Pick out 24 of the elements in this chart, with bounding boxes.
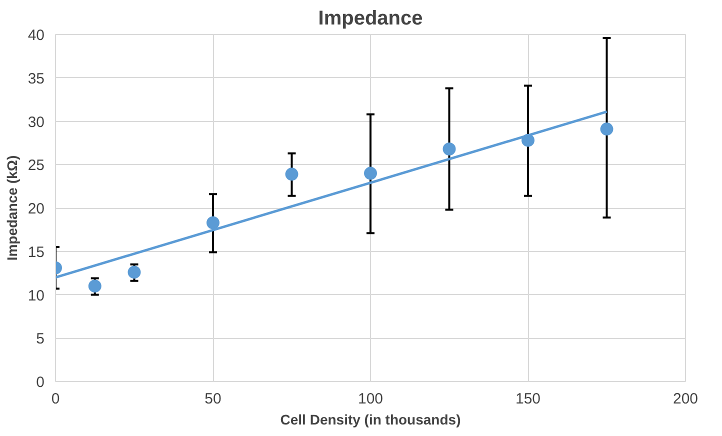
point [285, 168, 298, 181]
y-tick-label: 35 [28, 70, 45, 88]
point [442, 142, 456, 156]
point [600, 122, 614, 136]
y-tick-label: 5 [36, 330, 44, 348]
x-tick-label: 100 [358, 390, 384, 408]
y-tick-label: 20 [28, 200, 45, 218]
y-tick-label: 25 [28, 157, 45, 174]
y-tick-label: 0 [36, 374, 44, 391]
x-tick-label: 50 [204, 390, 222, 408]
point [128, 266, 141, 279]
x-axis-title: Cell Density (in thousands) [280, 412, 461, 428]
x-tick-label: 200 [672, 390, 698, 408]
y-axis-title: Impedance (kΩ) [4, 155, 20, 261]
point [364, 166, 377, 180]
y-tick-label: 10 [28, 287, 45, 304]
point [206, 216, 220, 230]
y-tick-label: 30 [28, 114, 45, 131]
y-tick-label: 15 [28, 244, 45, 261]
chart-title: Impedance [318, 8, 423, 30]
x-tick-label: 0 [51, 390, 60, 408]
point [88, 280, 102, 293]
y-tick-label: 40 [28, 27, 45, 44]
x-tick-label: 150 [515, 390, 541, 408]
